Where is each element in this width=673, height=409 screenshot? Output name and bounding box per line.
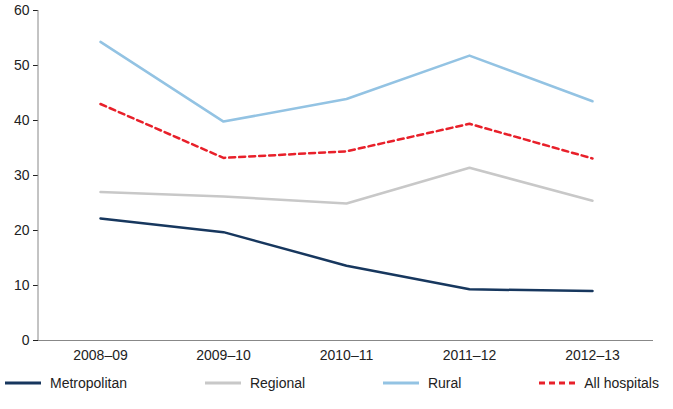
svg-text:20: 20 xyxy=(14,222,30,238)
svg-text:2012–13: 2012–13 xyxy=(565,347,620,363)
html-text:Regional: Regional xyxy=(249,375,306,391)
svg-text:2011–12: 2011–12 xyxy=(443,347,497,363)
svg-text:60: 60 xyxy=(14,2,30,18)
svg-text:10: 10 xyxy=(14,277,30,293)
svg-text:2008–09: 2008–09 xyxy=(73,347,128,363)
html-text:All hospitals: All hospitals xyxy=(584,375,659,391)
svg-text:0: 0 xyxy=(22,332,30,348)
svg-text:50: 50 xyxy=(14,57,30,73)
svg-text:2010–11: 2010–11 xyxy=(320,347,374,363)
svg-text:40: 40 xyxy=(14,112,30,128)
svg-text:2009–10: 2009–10 xyxy=(196,347,251,363)
html-text:Metropolitan: Metropolitan xyxy=(50,375,127,391)
html-text:Rural: Rural xyxy=(428,375,462,391)
svg-text:30: 30 xyxy=(14,167,30,183)
